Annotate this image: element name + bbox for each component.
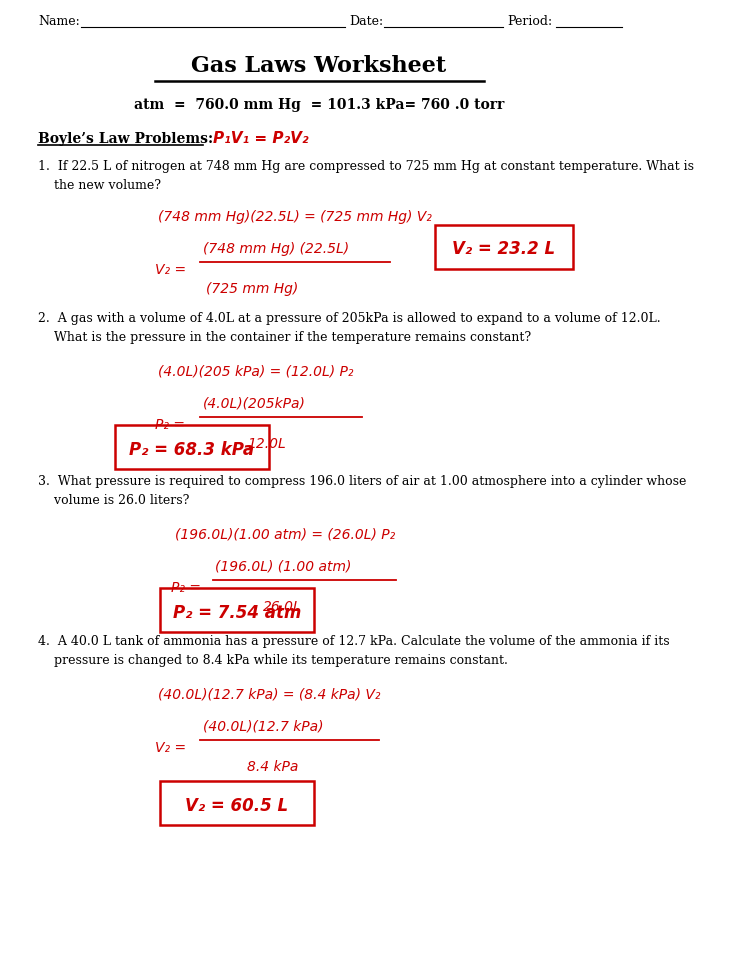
Text: Gas Laws Worksheet: Gas Laws Worksheet: [191, 55, 446, 77]
Text: V₂ =: V₂ =: [155, 740, 187, 754]
Text: V₂ = 60.5 L: V₂ = 60.5 L: [186, 797, 288, 814]
Text: 4.  A 40.0 L tank of ammonia has a pressure of 12.7 kPa. Calculate the volume of: 4. A 40.0 L tank of ammonia has a pressu…: [38, 635, 670, 667]
Text: V₂ =: V₂ =: [155, 263, 187, 277]
Text: (196.0L) (1.00 atm): (196.0L) (1.00 atm): [215, 559, 351, 574]
Text: Period:: Period:: [507, 15, 553, 28]
Text: P₂ = 68.3 kPa: P₂ = 68.3 kPa: [130, 441, 255, 458]
Text: V₂ = 23.2 L: V₂ = 23.2 L: [452, 239, 556, 258]
Text: (40.0L)(12.7 kPa) = (8.4 kPa) V₂: (40.0L)(12.7 kPa) = (8.4 kPa) V₂: [158, 687, 380, 702]
Text: (748 mm Hg)(22.5L) = (725 mm Hg) V₂: (748 mm Hg)(22.5L) = (725 mm Hg) V₂: [158, 209, 431, 224]
Text: 2.  A gas with a volume of 4.0L at a pressure of 205kPa is allowed to expand to : 2. A gas with a volume of 4.0L at a pres…: [38, 312, 661, 344]
Text: (725 mm Hg): (725 mm Hg): [206, 282, 299, 296]
Text: (196.0L)(1.00 atm) = (26.0L) P₂: (196.0L)(1.00 atm) = (26.0L) P₂: [175, 527, 395, 542]
Text: Boyle’s Law Problems:: Boyle’s Law Problems:: [38, 132, 213, 146]
Text: (40.0L)(12.7 kPa): (40.0L)(12.7 kPa): [203, 719, 324, 734]
Text: P₂ =: P₂ =: [171, 580, 201, 594]
Text: P₂ =: P₂ =: [155, 418, 185, 431]
Text: (4.0L)(205kPa): (4.0L)(205kPa): [203, 396, 306, 411]
Text: Date:: Date:: [350, 15, 383, 28]
Text: Name:: Name:: [38, 15, 80, 28]
Text: (748 mm Hg) (22.5L): (748 mm Hg) (22.5L): [203, 241, 349, 256]
Text: 26.0L: 26.0L: [263, 600, 301, 613]
Text: 12.0L: 12.0L: [247, 437, 286, 451]
Text: 3.  What pressure is required to compress 196.0 liters of air at 1.00 atmosphere: 3. What pressure is required to compress…: [38, 475, 687, 507]
Text: 1.  If 22.5 L of nitrogen at 748 mm Hg are compressed to 725 mm Hg at constant t: 1. If 22.5 L of nitrogen at 748 mm Hg ar…: [38, 160, 694, 192]
Text: P₂ = 7.54 atm: P₂ = 7.54 atm: [173, 604, 301, 621]
Text: P₁V₁ = P₂V₂: P₁V₁ = P₂V₂: [213, 131, 309, 146]
Text: 8.4 kPa: 8.4 kPa: [247, 760, 299, 773]
Text: atm  =  760.0 mm Hg  = 101.3 kPa= 760 .0 torr: atm = 760.0 mm Hg = 101.3 kPa= 760 .0 to…: [134, 98, 504, 111]
Text: (4.0L)(205 kPa) = (12.0L) P₂: (4.0L)(205 kPa) = (12.0L) P₂: [158, 364, 354, 379]
